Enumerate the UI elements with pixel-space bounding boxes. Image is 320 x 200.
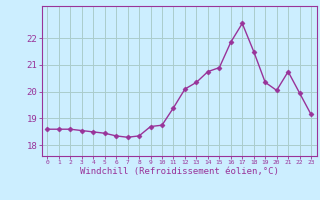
X-axis label: Windchill (Refroidissement éolien,°C): Windchill (Refroidissement éolien,°C) <box>80 167 279 176</box>
